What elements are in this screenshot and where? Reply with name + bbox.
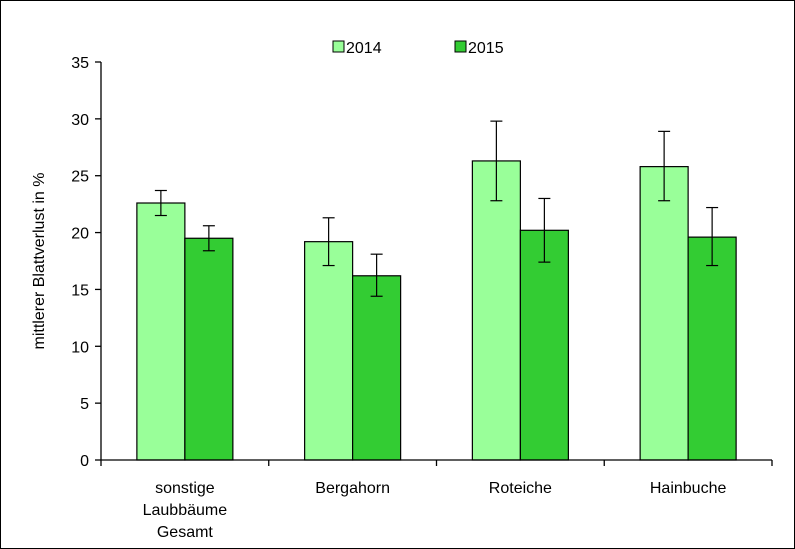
y-tick-label: 10 [71,339,89,356]
y-tick-label: 15 [71,282,89,299]
y-axis-label: mittlerer Blattverlust in % [31,173,48,350]
bar-2015 [352,275,402,461]
x-tick-label: Laubbäume [143,502,228,519]
y-tick-label: 35 [71,55,89,72]
bar-2015 [519,229,569,461]
x-tick-labels: sonstige Laubbäume Gesamt Bergahorn Roteiche… [143,480,727,541]
bar-2014 [304,241,354,461]
y-tick-label: 30 [71,112,89,129]
legend-label-2014: 2014 [346,40,382,57]
bar-2015 [687,236,737,461]
x-ticks [100,460,773,466]
y-tick-label: 20 [71,226,89,243]
x-tick-label: sonstige [155,480,215,497]
error-bars-layer [154,120,719,297]
x-tick-label: Gesamt [157,524,214,541]
bars-layer [136,160,737,461]
x-tick-label: Hainbuche [650,480,727,497]
legend-label-2015: 2015 [468,40,504,57]
bar-2014 [136,202,186,461]
y-tick-label: 25 [71,169,89,186]
legend: 2014 2015 [332,40,504,57]
x-tick-label: Bergahorn [315,480,390,497]
legend-swatch-2014 [332,40,345,53]
y-tick-label: 5 [80,396,89,413]
bar-2014 [471,160,521,461]
bar-2014 [639,166,689,461]
bar-2015 [184,237,234,461]
y-tick-label: 0 [80,453,89,470]
x-tick-label: Roteiche [489,480,552,497]
y-ticks: 0 5 10 15 20 25 30 35 [71,55,101,470]
legend-swatch-2015 [454,40,467,53]
